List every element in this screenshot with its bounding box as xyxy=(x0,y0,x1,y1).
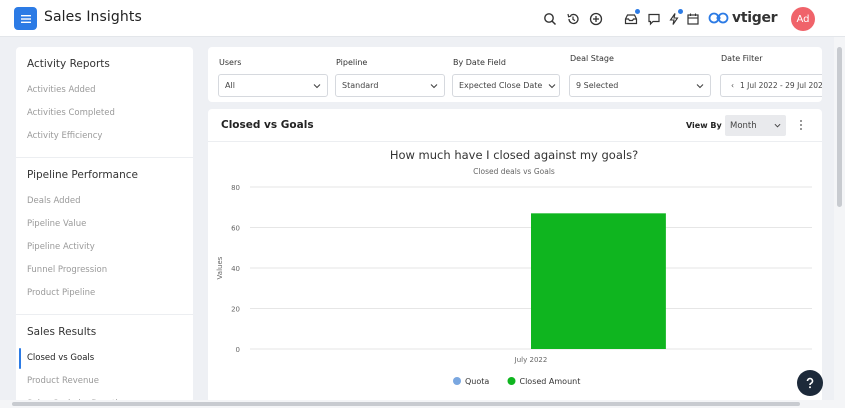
chat-icon[interactable] xyxy=(645,10,662,27)
notification-dot xyxy=(678,9,683,14)
sidebar-item-product-revenue[interactable]: Product Revenue xyxy=(27,376,99,386)
sidebar-item-activity-efficiency[interactable]: Activity Efficiency xyxy=(27,131,103,141)
users-select-value: All xyxy=(225,81,235,90)
closed-vs-goals-chart: How much have I closed against my goals?… xyxy=(216,148,812,386)
reports-sidebar: Activity Reports Activities Added Activi… xyxy=(16,47,193,403)
deal-stage-select-value: 9 Selected xyxy=(576,81,619,90)
hamburger-icon xyxy=(20,14,31,23)
logo-mark-icon xyxy=(708,12,729,24)
chart-subtitle: Closed deals vs Goals xyxy=(473,167,555,176)
date-filter-label: Date Filter xyxy=(721,54,763,63)
view-by-value: Month xyxy=(730,121,757,131)
horizontal-scrollbar[interactable] xyxy=(0,400,834,408)
card-title: Closed vs Goals xyxy=(221,119,314,131)
x-tick-label: July 2022 xyxy=(514,356,548,364)
legend-marker xyxy=(453,377,461,385)
deal-stage-filter-label: Deal Stage xyxy=(570,54,614,63)
chevron-down-icon xyxy=(548,82,556,90)
legend-label: Quota xyxy=(465,377,489,386)
notification-dot xyxy=(635,9,640,14)
sidebar-item-activities-added[interactable]: Activities Added xyxy=(27,85,96,95)
date-field-select-value: Expected Close Date xyxy=(459,81,543,90)
chevron-down-icon xyxy=(430,82,438,90)
scrollbar-thumb[interactable] xyxy=(12,402,800,406)
date-filter-input[interactable]: ‹ 1 Jul 2022 - 29 Jul 2022 xyxy=(720,74,822,97)
sidebar-item-closed-vs-goals[interactable]: Closed vs Goals xyxy=(16,347,193,370)
sidebar-item-pipeline-activity[interactable]: Pipeline Activity xyxy=(27,242,95,252)
pipeline-select-value: Standard xyxy=(342,81,379,90)
legend-label: Closed Amount xyxy=(520,377,581,386)
sidebar-item-pipeline-value[interactable]: Pipeline Value xyxy=(27,219,87,229)
calendar-icon[interactable] xyxy=(684,10,701,27)
users-select[interactable]: All xyxy=(218,74,328,97)
sidebar-item-deals-added[interactable]: Deals Added xyxy=(27,196,81,206)
pipeline-filter-label: Pipeline xyxy=(336,58,368,67)
y-tick-label: 20 xyxy=(231,306,240,314)
card-header: Closed vs Goals View By Month xyxy=(208,109,822,142)
help-button[interactable] xyxy=(797,370,823,396)
chevron-left-icon[interactable]: ‹ xyxy=(731,81,734,90)
lightning-icon[interactable] xyxy=(665,9,683,27)
date-filter-value: 1 Jul 2022 - 29 Jul 2022 xyxy=(740,81,822,90)
search-icon[interactable] xyxy=(541,10,558,27)
pipeline-select[interactable]: Standard xyxy=(335,74,445,97)
add-circle-icon[interactable] xyxy=(587,10,604,27)
menu-button[interactable] xyxy=(14,7,37,30)
sidebar-item-activities-completed[interactable]: Activities Completed xyxy=(27,108,115,118)
y-tick-label: 40 xyxy=(231,265,240,273)
closed-vs-goals-card: Closed vs Goals View By Month How much h… xyxy=(208,109,822,403)
deal-stage-select[interactable]: 9 Selected xyxy=(569,74,711,97)
sidebar-group-sales: Sales Results Closed vs Goals Product Re… xyxy=(16,315,193,403)
bar-closed-amount xyxy=(531,213,666,349)
users-filter-label: Users xyxy=(219,58,242,67)
filter-bar: Users All Pipeline Standard By Date Fiel… xyxy=(208,47,822,102)
y-tick-label: 80 xyxy=(231,184,240,192)
chart-title: How much have I closed against my goals? xyxy=(390,148,638,162)
inbox-icon[interactable] xyxy=(622,9,640,27)
chevron-down-icon xyxy=(313,82,321,90)
view-by-select[interactable]: Month xyxy=(725,115,786,136)
help-icon xyxy=(806,377,814,389)
sidebar-heading: Sales Results xyxy=(27,326,97,338)
sidebar-item-funnel-progression[interactable]: Funnel Progression xyxy=(27,265,108,275)
legend-marker xyxy=(507,377,516,385)
more-options-icon[interactable] xyxy=(798,119,804,131)
sidebar-heading: Pipeline Performance xyxy=(27,169,138,181)
sidebar-item-product-pipeline[interactable]: Product Pipeline xyxy=(27,288,96,298)
sidebar-heading: Activity Reports xyxy=(27,58,110,70)
avatar[interactable]: Ad xyxy=(791,7,815,31)
scrollbar-thumb[interactable] xyxy=(837,47,842,207)
app-title: Sales Insights xyxy=(44,9,142,25)
y-axis-label: Values xyxy=(216,256,224,279)
date-field-filter-label: By Date Field xyxy=(453,58,506,67)
chevron-down-icon xyxy=(696,82,704,90)
chevron-down-icon xyxy=(774,122,781,129)
logo-text: vtiger xyxy=(732,10,778,26)
sidebar-group-pipeline: Pipeline Performance Deals Added Pipelin… xyxy=(16,158,193,315)
vertical-scrollbar[interactable] xyxy=(834,37,845,408)
view-by-label: View By xyxy=(686,121,722,130)
y-tick-label: 60 xyxy=(231,225,240,233)
history-icon[interactable] xyxy=(564,10,581,27)
top-bar: Sales Insights vtiger Ad xyxy=(0,0,845,37)
sidebar-group-activity: Activity Reports Activities Added Activi… xyxy=(16,47,193,158)
date-field-select[interactable]: Expected Close Date xyxy=(452,74,560,97)
vtiger-logo: vtiger xyxy=(708,9,778,27)
y-tick-label: 0 xyxy=(236,346,240,354)
